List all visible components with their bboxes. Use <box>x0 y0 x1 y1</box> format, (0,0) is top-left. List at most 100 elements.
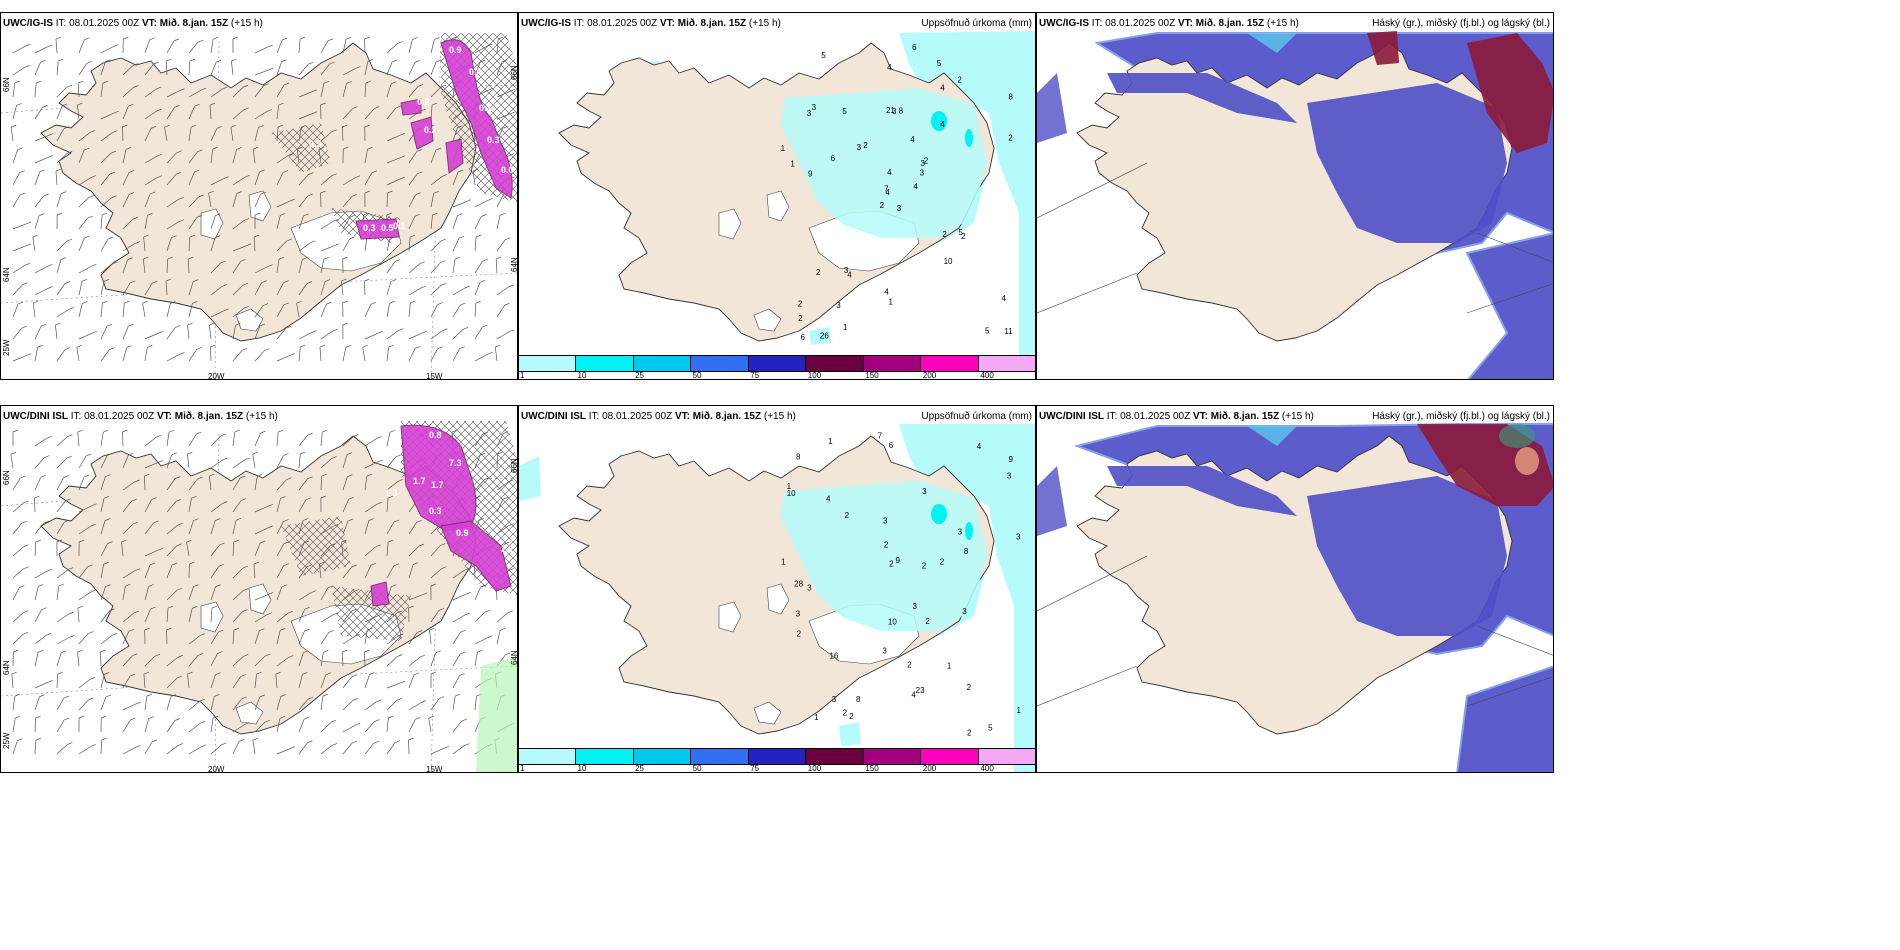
row1-precip-precip-value: 1 <box>843 323 848 332</box>
row1-precip-precip-value: 4 <box>910 135 915 144</box>
legend-label: 200 <box>922 764 937 773</box>
row1-precip-precip-area-0 <box>899 31 1035 358</box>
legend-swatch <box>633 749 692 764</box>
row1-icing-header: UWC/IG-IS IT: 08.01.2025 00Z VT: Mið. 8.… <box>3 18 263 29</box>
row2-cloud-projection-lines <box>1037 555 1553 707</box>
row1-precip-map: 3342345844511982426214222332234122744523… <box>558 31 1035 358</box>
row2-precip-precip-value: 3 <box>912 602 917 611</box>
legend-swatch <box>691 749 749 764</box>
row1-icing-ice-value: 0.2 <box>417 97 430 107</box>
row1-precip-precip-value: 2 <box>942 230 947 239</box>
row1-precip-precip-peak-2 <box>965 129 973 147</box>
row1-precip-precip-value: 5 <box>842 107 847 116</box>
row2-icing-panel: UWC/DINI ISL IT: 08.01.2025 00Z VT: Mið.… <box>0 405 518 773</box>
row2-icing-ice-value: 7.3 <box>449 458 462 468</box>
row1-precip-precip-value: 4 <box>940 83 945 92</box>
legend-label: 400 <box>980 371 994 380</box>
row1-right-lat-64: 64N <box>510 257 519 272</box>
row2-precip-precip-value: 28 <box>794 579 803 588</box>
row2-precip-precip-value: 1 <box>828 437 833 446</box>
row2-precip-header: UWC/DINI ISL IT: 08.01.2025 00Z VT: Mið.… <box>521 411 796 422</box>
row1-precip-precip-value: 5 <box>821 51 826 60</box>
row2-cloud-cloud-west <box>1107 466 1297 516</box>
row2-precip-precip-value: 8 <box>856 695 861 704</box>
row1-precip-precip-value: 3 <box>844 266 849 275</box>
row2-lon-label-25: 25W <box>2 732 11 749</box>
row2-precip-precip-value: 10 <box>787 489 796 498</box>
legend-swatch <box>978 749 1035 764</box>
row2-precip-precip-value: 2 <box>843 709 848 718</box>
row2-precip-precip-peak <box>931 504 947 524</box>
row2-cloud-cloud-edge-n <box>1247 426 1297 446</box>
row2-precip-precip-value: 4 <box>911 691 916 700</box>
legend-swatch <box>978 356 1035 371</box>
row1-cloud-low-cloud-1 <box>1465 232 1553 379</box>
row2-precip-precip-value: 9 <box>1009 455 1014 464</box>
row2-precip-precip-value: 1 <box>947 661 952 670</box>
row1-cloud-cloud-edge-n <box>1247 33 1297 53</box>
row1-right-lat-66: 66N <box>510 65 519 80</box>
row1-precip-glacier-3 <box>753 308 782 332</box>
row2-precip-legend-labels: 1 10 25 50 75 100 150 200 400 <box>518 764 1036 774</box>
row2-cloud-mixed-cloud <box>1515 447 1539 475</box>
row1-cloud-projection-lines <box>1037 162 1553 314</box>
row1-precip-precip-value: 4 <box>913 182 918 191</box>
row1-precip-precip-value: 4 <box>885 188 890 197</box>
row1-precip-precip-value: 7 <box>884 185 889 194</box>
row2-right-lat-64: 64N <box>510 650 519 665</box>
row2-icing-glacier-1 <box>248 583 272 615</box>
row2-cloud-map <box>1037 423 1553 772</box>
row2-precip-precip-area-2 <box>519 456 541 501</box>
legend-label: 150 <box>865 371 879 380</box>
row2-icing-green-area <box>476 656 517 772</box>
legend-label: 1 <box>520 764 525 773</box>
row2-icing-ice-value: 2.2 <box>501 544 514 554</box>
row2-icing-hatch-region-2 <box>331 586 411 641</box>
row2-right-lat-66: 66N <box>510 458 519 473</box>
row1-cloud-cloud-west <box>1107 73 1297 123</box>
row2-precip-precip-value: 3 <box>882 647 887 656</box>
row2-icing-glacier-0 <box>200 601 224 633</box>
row1-cloud-high-cloud <box>1367 31 1553 153</box>
row1-precip-precip-value: 3 <box>897 204 902 213</box>
row1-precip-glacier-0 <box>718 208 742 240</box>
legend-label: 100 <box>807 764 822 773</box>
row1-precip-precip-value: 8 <box>1008 93 1013 102</box>
row1-precip-precip-value: 3 <box>920 168 925 177</box>
row2-precip-precip-value: 2 <box>925 617 930 626</box>
legend-label: 25 <box>635 764 645 773</box>
row2-precip-precip-value: 2 <box>907 660 912 669</box>
row1-icing-ice-value: 0.3 <box>487 135 500 145</box>
row2-precip-precip-value: 1 <box>787 482 792 491</box>
row2-icing-ice-value: 0.8 <box>429 430 442 440</box>
row2-icing-ice-value: 1.3 <box>385 488 398 498</box>
row2-precip-precip-value: 3 <box>958 528 963 537</box>
row2-precip-precip-value: 7 <box>878 432 883 441</box>
legend-label: 400 <box>980 764 994 773</box>
row2-icing-ice-area-2 <box>370 581 390 607</box>
row1-icing-ice-area-3 <box>400 98 422 116</box>
legend-label: 10 <box>577 371 587 380</box>
row2-lon-label-15: 15W <box>426 765 443 774</box>
row1-precip-precip-value: 4 <box>1001 294 1006 303</box>
row2-precip-precip-value: 4 <box>977 442 982 451</box>
row1-precip-legend-labels: 1 10 25 50 75 100 150 200 400 <box>518 371 1036 381</box>
row1-cloud-cloud-edge-w <box>1037 73 1067 143</box>
row2-precip-precip-value: 3 <box>922 487 927 496</box>
row2-precip-glacier-1 <box>766 583 790 615</box>
row2-precip-precip-value: 9 <box>896 556 901 565</box>
row1-lon-label-15: 15W <box>426 372 443 381</box>
row2-icing-map: 0.8 7.3 1.7 1.7 1.3 0.3 0.9 2.2 <box>1 421 517 772</box>
row1-icing-ice-value: 0.1 <box>479 103 492 113</box>
row1-precip-precip-value: 3 <box>812 103 817 112</box>
row2-precip-precip-value: 23 <box>916 686 925 695</box>
row2-precip-title: Uppsöfnuð úrkoma (mm) <box>921 411 1032 422</box>
legend-label: 75 <box>750 371 760 380</box>
row1-precip-precip-value: 2 <box>816 268 821 277</box>
row1-icing-map: 0.90.40.10.20.5 0.30.20.00.3 0.5 0.1 <box>1 33 517 379</box>
row2-cloud-low-cloud-1 <box>1456 665 1553 772</box>
row2-cloud-header: UWC/DINI ISL IT: 08.01.2025 00Z VT: Mið.… <box>1039 411 1314 422</box>
row2-precip-precip-value: 2 <box>889 560 894 569</box>
row1-precip-precip-value: 3 <box>892 107 897 116</box>
row1-icing-glacier-1 <box>248 190 272 222</box>
